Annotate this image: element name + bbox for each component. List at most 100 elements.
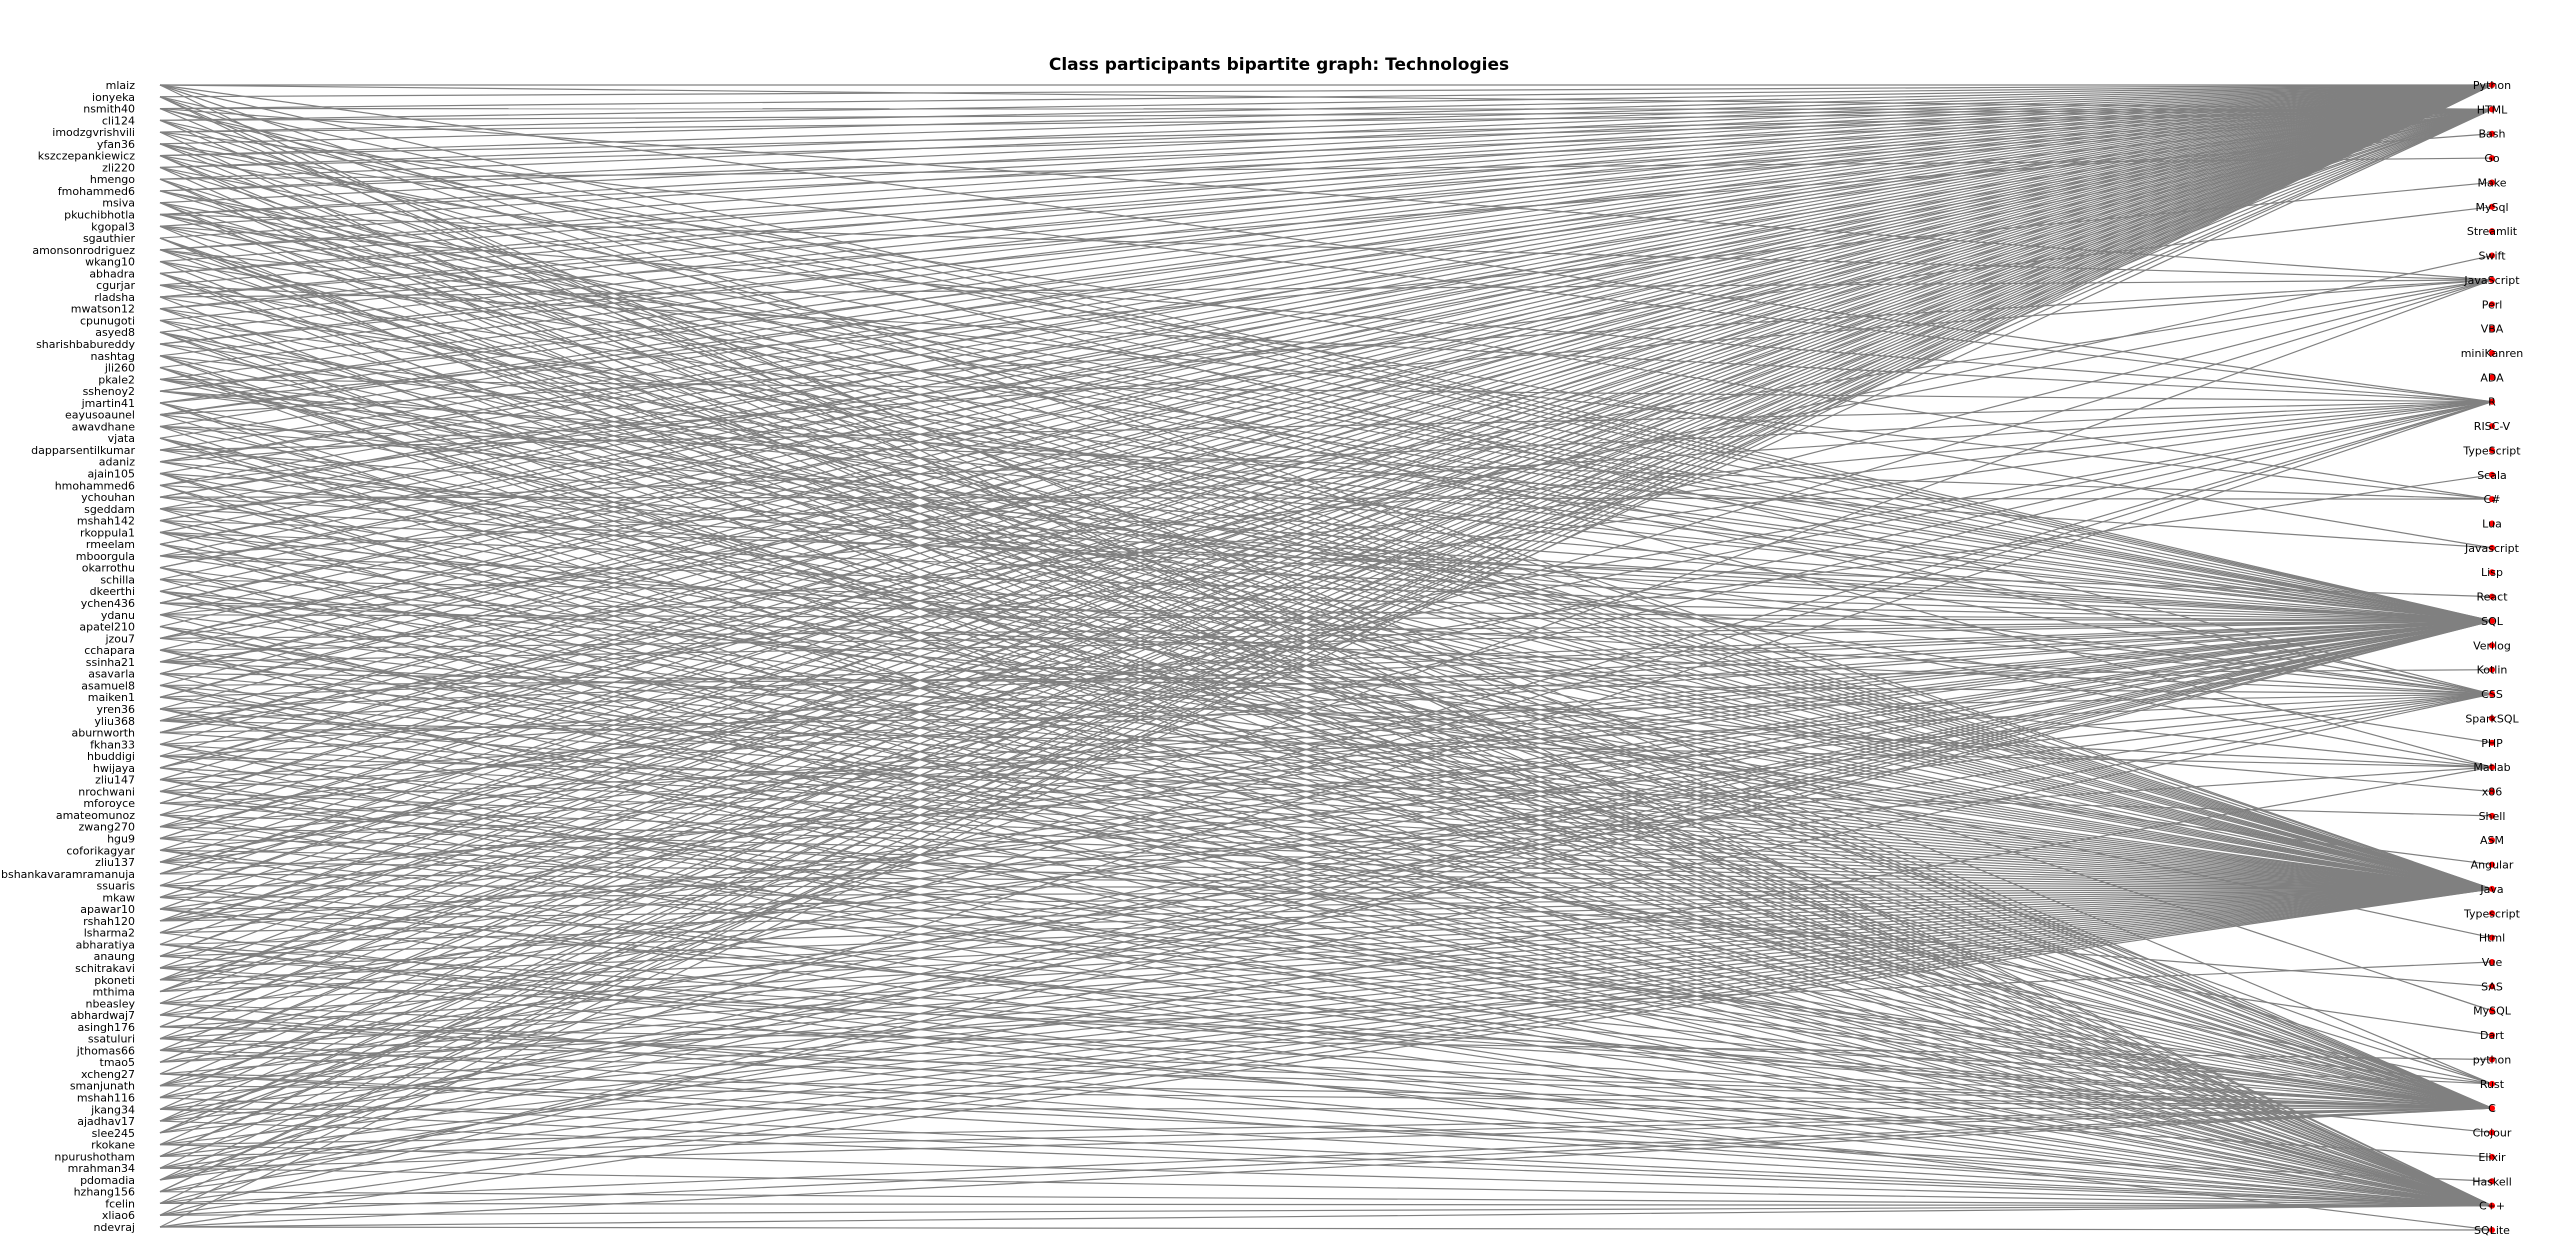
participant-label: nashtag — [91, 350, 135, 363]
edge-line — [159, 84, 2493, 204]
edge-line — [159, 279, 2493, 1134]
edge-line — [159, 425, 2493, 622]
edge-line — [159, 1107, 2493, 1205]
participant-label: pkoneti — [94, 974, 135, 987]
edge-line — [159, 620, 2493, 1205]
edge-line — [159, 84, 2493, 486]
edge-line — [159, 1107, 2493, 1169]
edge-line — [159, 620, 2493, 957]
edge-line — [159, 84, 2493, 1075]
edge-line — [159, 366, 2493, 890]
edge-line — [159, 84, 2493, 322]
technology-node-dot — [2489, 106, 2495, 113]
edge-line — [159, 261, 2493, 622]
edge-line — [159, 620, 2493, 757]
edge-line — [159, 590, 2493, 890]
technology-node-dot — [2489, 374, 2495, 381]
edge-line — [159, 696, 2493, 890]
participant-label: nsmith40 — [83, 103, 135, 116]
edge-line — [159, 401, 2493, 1087]
technology-label: Vue — [2482, 956, 2503, 969]
technology-label: Matlab — [2473, 761, 2510, 774]
edge-line — [159, 190, 2493, 622]
edge-line — [159, 531, 2493, 890]
edge-line — [159, 190, 2493, 890]
participant-label: schitrakavi — [75, 962, 135, 975]
edge-line — [159, 1026, 2493, 1061]
edge-line — [159, 1205, 2493, 1228]
edge-line — [159, 567, 2493, 866]
edge-line — [159, 637, 2493, 890]
technology-node-dot — [2489, 1202, 2495, 1209]
participant-label: mthima — [92, 986, 135, 999]
edge-line — [159, 1107, 2493, 1110]
edge-line — [159, 1226, 2493, 1231]
participant-label: apatel210 — [79, 621, 135, 634]
participant-label: rkokane — [91, 1139, 135, 1152]
edge-line — [159, 84, 2493, 416]
edge-line — [159, 84, 2493, 604]
edge-line — [159, 84, 2493, 380]
edge-line — [159, 1073, 2493, 1109]
technology-label: JavaScript — [2463, 274, 2520, 287]
participant-label: jmartin41 — [81, 397, 135, 410]
participant-label: maiken1 — [88, 691, 135, 704]
edge-line — [159, 84, 2493, 428]
edge-line — [159, 620, 2493, 1181]
edge-line — [159, 620, 2493, 1110]
edge-line — [159, 1014, 2493, 1158]
edge-line — [159, 849, 2493, 890]
participant-label: dkeerthi — [90, 585, 135, 598]
edge-line — [159, 84, 2493, 722]
participant-label: yliu368 — [94, 715, 135, 728]
technology-node-dot — [2489, 423, 2495, 430]
edge-line — [159, 620, 2493, 1040]
technology-label: python — [2473, 1053, 2512, 1066]
edge-line — [159, 84, 2493, 934]
technology-label: SparkSQL — [2465, 712, 2519, 725]
edge-line — [159, 401, 2493, 1181]
edge-line — [159, 967, 2493, 1109]
edge-line — [159, 884, 2493, 1109]
edge-line — [159, 84, 2493, 510]
edge-line — [159, 84, 2493, 910]
technology-node-dot — [2489, 276, 2495, 283]
edge-line — [159, 279, 2493, 875]
participant-label: amonsonrodriguez — [32, 244, 135, 257]
participant-label: bshankavaramramanuja — [1, 868, 135, 881]
edge-line — [159, 693, 2493, 1134]
participant-label: ssinha21 — [86, 656, 135, 669]
edge-line — [159, 143, 2493, 622]
participant-label: mwatson12 — [71, 303, 135, 316]
edge-line — [159, 520, 2493, 598]
participant-label: smanjunath — [70, 1080, 135, 1093]
edge-line — [159, 888, 2493, 1122]
technology-node-dot — [2489, 1007, 2495, 1014]
edge-line — [159, 143, 2493, 890]
edge-line — [159, 661, 2493, 768]
technology-node-dot — [2489, 447, 2495, 454]
edge-line — [159, 249, 2493, 1109]
technology-label: Lisp — [2481, 566, 2503, 579]
edge-line — [159, 84, 2493, 145]
edge-line — [159, 625, 2493, 1109]
edge-line — [159, 888, 2493, 1052]
participant-label: zliu147 — [95, 774, 135, 787]
edge-line — [159, 319, 2493, 622]
edge-line — [159, 202, 2493, 890]
edge-line — [159, 166, 2493, 622]
participant-label: hzhang156 — [74, 1186, 135, 1199]
edge-line — [159, 84, 2493, 1228]
participant-label: hmengo — [90, 173, 135, 186]
edge-line — [159, 1014, 2493, 1207]
edge-line — [159, 84, 2493, 357]
technology-node-dot — [2489, 812, 2495, 819]
edge-line — [159, 649, 2493, 890]
edge-line — [159, 155, 2493, 549]
edge-line — [159, 888, 2493, 1157]
participant-label: vjata — [108, 432, 135, 445]
participant-label: fcelin — [105, 1197, 135, 1210]
edge-line — [159, 620, 2493, 922]
edge-line — [159, 84, 2493, 828]
